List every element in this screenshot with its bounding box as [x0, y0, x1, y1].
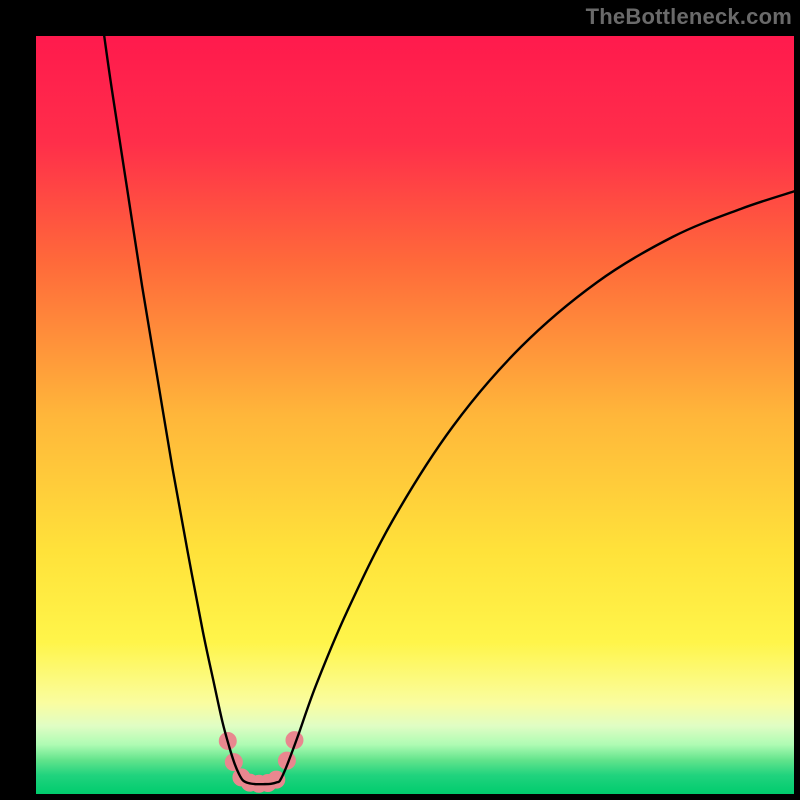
chart-border: [0, 0, 800, 800]
chart-canvas: TheBottleneck.com: [0, 0, 800, 800]
watermark-text: TheBottleneck.com: [586, 4, 792, 30]
